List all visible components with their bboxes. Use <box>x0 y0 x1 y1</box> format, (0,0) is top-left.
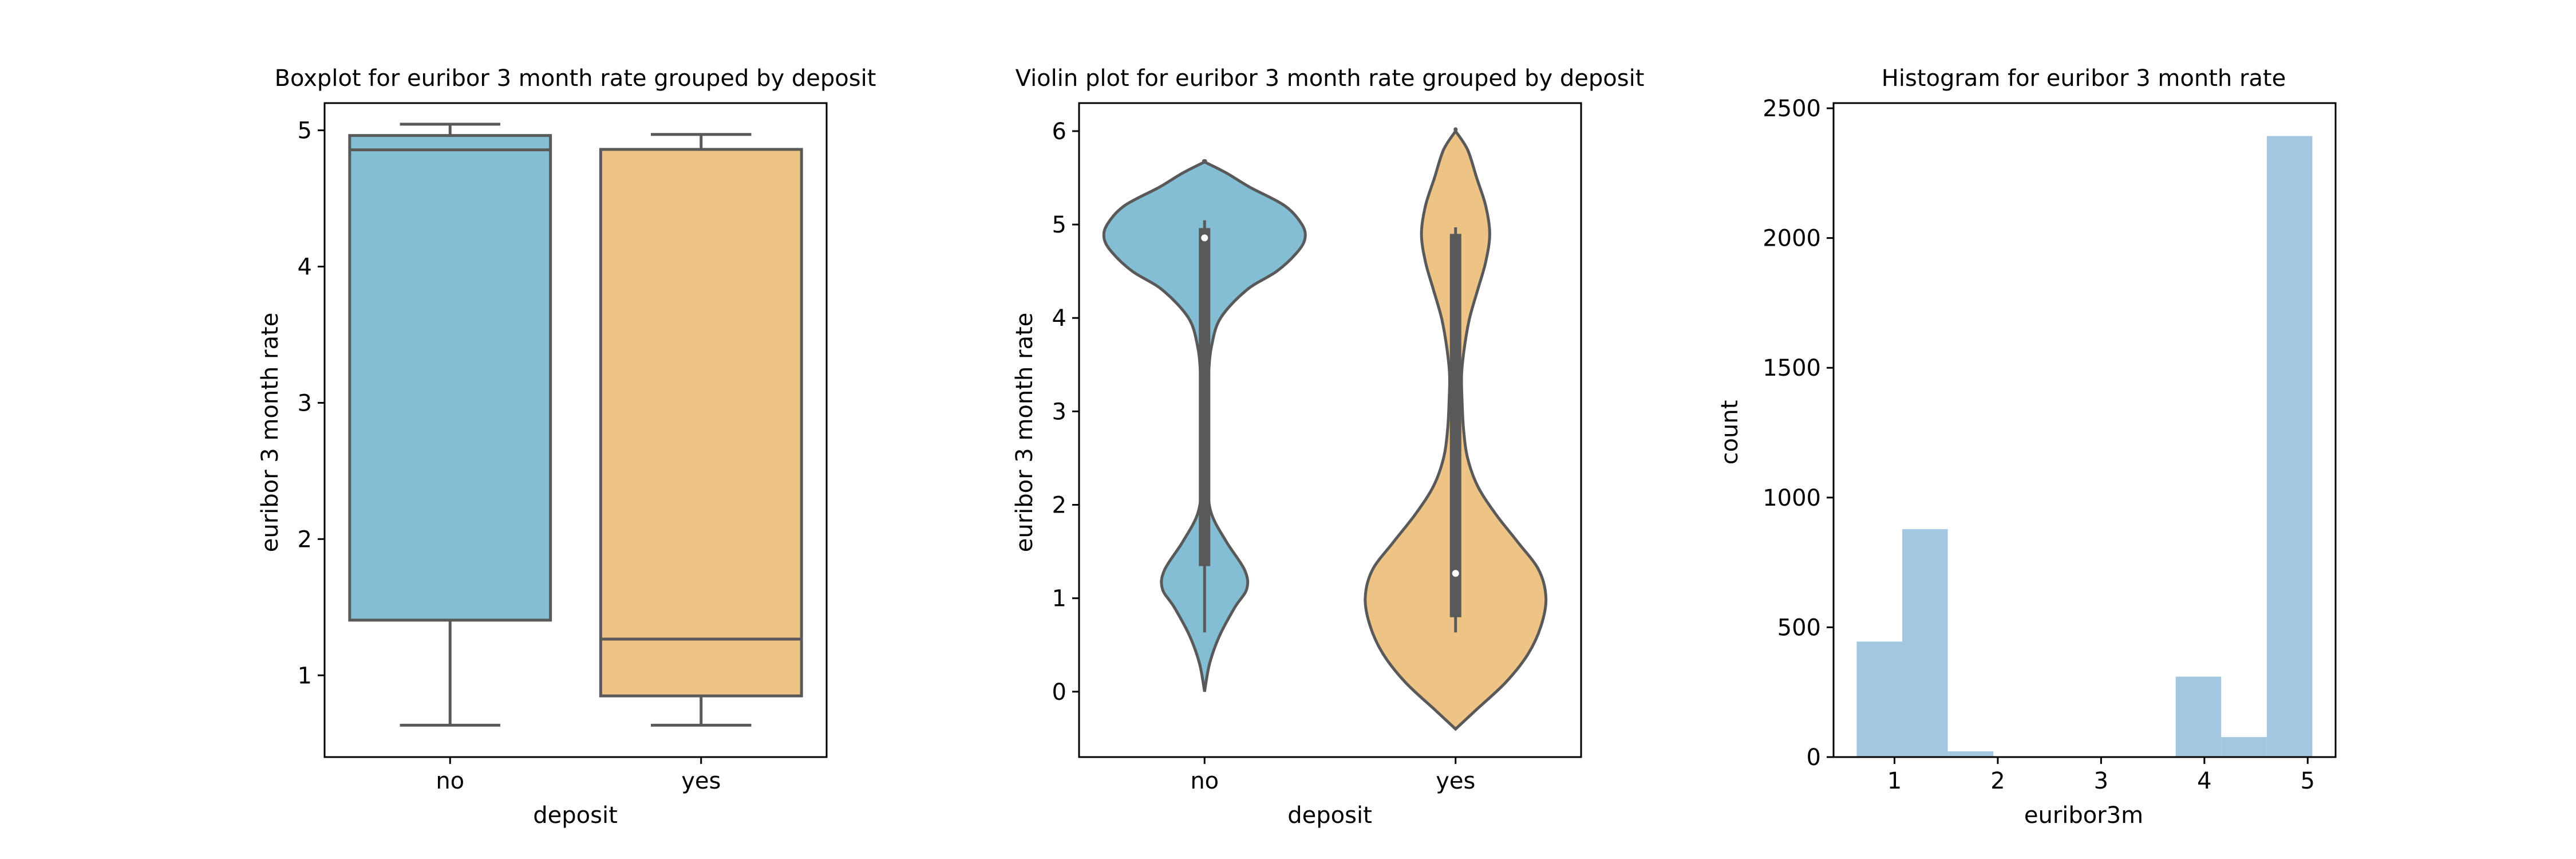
boxplot-plot-area: 1 2 3 4 5 no yes <box>298 102 828 794</box>
histogram-bar <box>2175 676 2222 757</box>
violin-axes-frame <box>1078 102 1582 758</box>
boxplot-panel: Boxplot for euribor 3 month rate grouped… <box>257 65 876 829</box>
boxplot-title: Boxplot for euribor 3 month rate grouped… <box>275 65 876 92</box>
histogram-xtick-label: 5 <box>2301 768 2315 794</box>
histogram-xtick-label: 1 <box>1887 768 1902 794</box>
boxplot-ytick-label: 1 <box>298 663 312 689</box>
violin-plot-area: 0 1 2 3 4 5 6 no yes <box>1052 102 1582 794</box>
histogram-bar <box>1856 641 1903 757</box>
histogram-ylabel: count <box>1717 400 1743 465</box>
violin-xlabel: deposit <box>1287 802 1372 829</box>
box-yes <box>599 148 803 698</box>
boxplot-ylabel: euribor 3 month rate <box>257 313 283 553</box>
boxplot-axes-frame <box>323 102 828 758</box>
histogram-bar <box>2266 136 2313 757</box>
histogram-plot-area: 0 500 1000 1500 2000 2500 1 2 3 4 5 <box>1763 96 2337 794</box>
boxplot-ytick-label: 5 <box>298 118 312 144</box>
violin-xtick-label: yes <box>1436 768 1475 794</box>
histogram-axes-frame <box>1832 102 2337 758</box>
violin-xtick-label: no <box>1190 768 1219 794</box>
violin-ytick-label: 1 <box>1052 586 1066 612</box>
violin-ytick-label: 0 <box>1052 679 1066 706</box>
histogram-xtick-label: 3 <box>2094 768 2108 794</box>
histogram-ytick-label: 2000 <box>1763 226 1821 252</box>
violin-title: Violin plot for euribor 3 month rate gro… <box>1016 65 1645 92</box>
boxplot-ytick-label: 2 <box>298 526 312 553</box>
violin-ylabel: euribor 3 month rate <box>1012 313 1038 553</box>
histogram-ytick-label: 0 <box>1807 744 1821 771</box>
violin-iqr-no <box>1199 228 1211 566</box>
histogram-ytick-label: 1500 <box>1763 355 1821 381</box>
histogram-bar <box>2221 737 2267 757</box>
violin-ytick-label: 2 <box>1052 492 1066 519</box>
boxplot-xtick-label: yes <box>681 768 721 794</box>
boxplot-ytick-label: 4 <box>298 254 312 281</box>
boxplot-ytick-label: 3 <box>298 390 312 416</box>
violin-ytick-label: 3 <box>1052 399 1066 425</box>
histogram-ytick-label: 1000 <box>1763 485 1821 511</box>
violin-median-no <box>1201 234 1208 242</box>
boxplot-xlabel: deposit <box>533 802 618 829</box>
violin-panel: Violin plot for euribor 3 month rate gro… <box>1012 65 1644 829</box>
violin-median-yes <box>1452 570 1459 577</box>
histogram-panel: Histogram for euribor 3 month rate eurib… <box>1717 65 2337 829</box>
violin-ytick-label: 4 <box>1052 305 1066 332</box>
histogram-xtick-label: 4 <box>2197 768 2211 794</box>
histogram-title: Histogram for euribor 3 month rate <box>1882 65 2286 92</box>
violin-iqr-yes <box>1449 234 1461 617</box>
histogram-ytick-label: 2500 <box>1763 96 1821 122</box>
boxplot-xtick-label: no <box>436 768 464 794</box>
violin-ytick-label: 5 <box>1052 212 1066 238</box>
histogram-xtick-label: 2 <box>1990 768 2005 794</box>
histogram-bar <box>1947 751 1994 757</box>
histogram-bar <box>1902 529 1948 757</box>
box-no <box>348 134 552 622</box>
histogram-ytick-label: 500 <box>1777 614 1821 641</box>
violin-ytick-label: 6 <box>1052 119 1066 145</box>
histogram-xlabel: euribor3m <box>2024 802 2143 829</box>
